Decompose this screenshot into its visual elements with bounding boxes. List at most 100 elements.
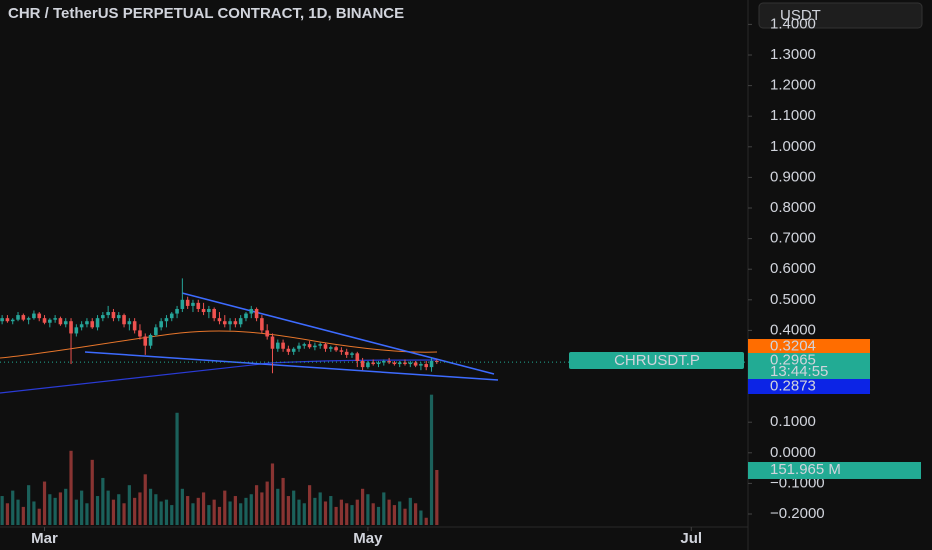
candle-body (16, 315, 20, 320)
volume-bar (435, 469, 439, 525)
candle-body (201, 308, 206, 313)
candle-body (323, 344, 328, 349)
candle-body (0, 318, 4, 322)
candle-body (5, 318, 10, 322)
candle-body (339, 350, 344, 352)
candle-body (249, 308, 254, 314)
volume-bar (286, 496, 290, 525)
candle-body (185, 299, 190, 306)
candle-body (159, 321, 163, 328)
candle-body (53, 318, 57, 320)
candle-body (371, 362, 376, 365)
candle-body (42, 318, 47, 323)
volume-bar (5, 503, 10, 525)
volume-bar (80, 490, 84, 525)
volume-bar (233, 496, 237, 525)
symbol-tag-label: CHRUSDT.P (614, 352, 700, 369)
volume-bar (191, 503, 195, 525)
volume-bar (53, 497, 57, 525)
volume-bar (276, 488, 280, 525)
quote-button-label[interactable]: USDT (780, 7, 821, 24)
volume-bar (111, 499, 116, 525)
volume-bar (201, 492, 206, 525)
volume-bar (398, 501, 402, 525)
volume-bar (429, 394, 434, 525)
candle-body (408, 362, 413, 365)
candle-body (419, 364, 423, 366)
volume-bar (323, 501, 328, 525)
volume-bar (106, 490, 110, 525)
candle-body (238, 318, 243, 325)
volume-bar (408, 497, 412, 525)
candle-body (302, 344, 307, 346)
price-badge (748, 353, 870, 379)
candle-body (32, 313, 36, 319)
candle-body (48, 319, 52, 323)
candle-body (233, 321, 238, 325)
price-badge (748, 339, 870, 353)
candle-body (21, 315, 26, 320)
volume-bar (281, 477, 285, 525)
volume-bar (313, 497, 317, 525)
candle-body (275, 342, 280, 349)
candle-body (122, 315, 126, 325)
price-badge-label: 0.2965 (770, 351, 816, 368)
volume-bar (11, 490, 15, 525)
volume-bar (117, 494, 121, 525)
volume-bar (345, 503, 349, 525)
volume-bar (74, 499, 78, 525)
candle-body (74, 327, 79, 334)
volume-bar (355, 499, 359, 525)
volume-bar (85, 503, 89, 525)
candle-body (297, 345, 301, 349)
candle-body (424, 364, 429, 368)
candle-body (164, 318, 169, 322)
volume-bar (223, 490, 227, 525)
volume-bar (95, 496, 100, 525)
volume-bar (366, 494, 370, 525)
candle-body (63, 321, 68, 325)
volume-bar (270, 463, 275, 525)
candle-body (286, 348, 291, 352)
volume-bar (302, 503, 306, 525)
candle-body (111, 312, 116, 319)
volume-bar (0, 496, 4, 525)
volume-bar (244, 497, 248, 525)
candle-body (169, 313, 174, 319)
candle-body (106, 312, 110, 316)
candle-body (403, 362, 407, 365)
candle-body (376, 362, 381, 365)
x-tick-label: May (353, 530, 383, 547)
y-tick-label: 0.7000 (770, 230, 816, 247)
volume-bar (254, 485, 259, 525)
volume-bar (143, 474, 147, 525)
y-tick-label: 0.9000 (770, 168, 816, 185)
candle-body (69, 321, 73, 334)
candle-body (228, 321, 232, 325)
volume-bar (196, 497, 200, 525)
candle-body (344, 351, 349, 355)
volume-bar (180, 488, 184, 525)
volume-bar (58, 492, 63, 525)
symbol-tag (569, 352, 744, 369)
moving-average (0, 330, 438, 359)
candle-body (217, 318, 222, 322)
y-tick-label: 0.4000 (770, 321, 816, 338)
candle-body (138, 330, 142, 337)
y-tick-label: 1.0000 (770, 138, 816, 155)
volume-bar (138, 492, 142, 525)
candle-body (175, 308, 179, 314)
y-tick-label: 0.1000 (770, 413, 816, 430)
volume-bar (239, 503, 243, 525)
quote-button[interactable] (758, 2, 923, 29)
candle-body (281, 342, 285, 349)
candle-body (387, 360, 391, 363)
price-badge-label: 0.2873 (770, 377, 816, 394)
volume-bar (16, 499, 20, 525)
candle-body (127, 321, 132, 325)
volume-bar (339, 499, 343, 525)
trendline (84, 351, 499, 381)
candle-body (334, 347, 338, 351)
